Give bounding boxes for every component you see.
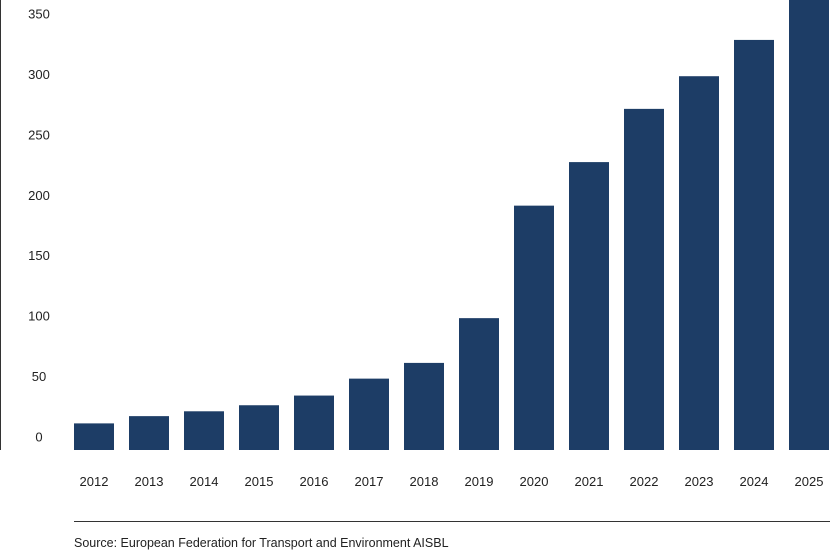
y-tick-label: 0 <box>35 430 42 445</box>
y-tick-label: 350 <box>28 6 50 21</box>
bar-2022 <box>624 108 664 450</box>
x-tick-label: 2023 <box>685 474 714 489</box>
x-tick-label: 2014 <box>190 474 219 489</box>
y-tick-label: 50 <box>32 369 46 384</box>
y-axis-ticks: 0 50 100 150 200 250 300 350 <box>28 6 50 444</box>
bar-2024 <box>734 39 774 451</box>
y-tick-label: 100 <box>28 309 50 324</box>
x-tick-label: 2020 <box>520 474 549 489</box>
x-tick-label: 2018 <box>410 474 439 489</box>
bar-2017 <box>349 378 389 450</box>
y-tick-label: 250 <box>28 127 50 142</box>
bar-2013 <box>129 416 169 450</box>
bar-2012 <box>74 423 114 450</box>
bar-2019 <box>459 318 499 450</box>
bar-2025 <box>789 0 829 450</box>
x-tick-label: 2015 <box>245 474 274 489</box>
x-tick-label: 2019 <box>465 474 494 489</box>
y-tick-label: 300 <box>28 67 50 82</box>
x-tick-label: 2013 <box>135 474 164 489</box>
bar-2018 <box>404 362 444 450</box>
y-tick-label: 200 <box>28 188 50 203</box>
bars <box>74 0 829 451</box>
bar-2021 <box>569 162 609 450</box>
source-note: Source: European Federation for Transpor… <box>74 536 449 550</box>
bar-2016 <box>294 395 334 450</box>
x-tick-label: 2021 <box>575 474 604 489</box>
bar-2023 <box>679 76 719 450</box>
x-tick-label: 2024 <box>740 474 769 489</box>
x-tick-label: 2016 <box>300 474 329 489</box>
x-tick-label: 2012 <box>80 474 109 489</box>
x-tick-label: 2017 <box>355 474 384 489</box>
bar-2020 <box>514 205 554 450</box>
x-axis-ticks: 2012 2013 2014 2015 2016 2017 2018 2019 2020 2021… <box>80 474 824 489</box>
bar-2014 <box>184 411 224 450</box>
y-tick-label: 150 <box>28 248 50 263</box>
bar-2015 <box>239 405 279 450</box>
x-tick-label: 2022 <box>630 474 659 489</box>
x-tick-label: 2025 <box>795 474 824 489</box>
